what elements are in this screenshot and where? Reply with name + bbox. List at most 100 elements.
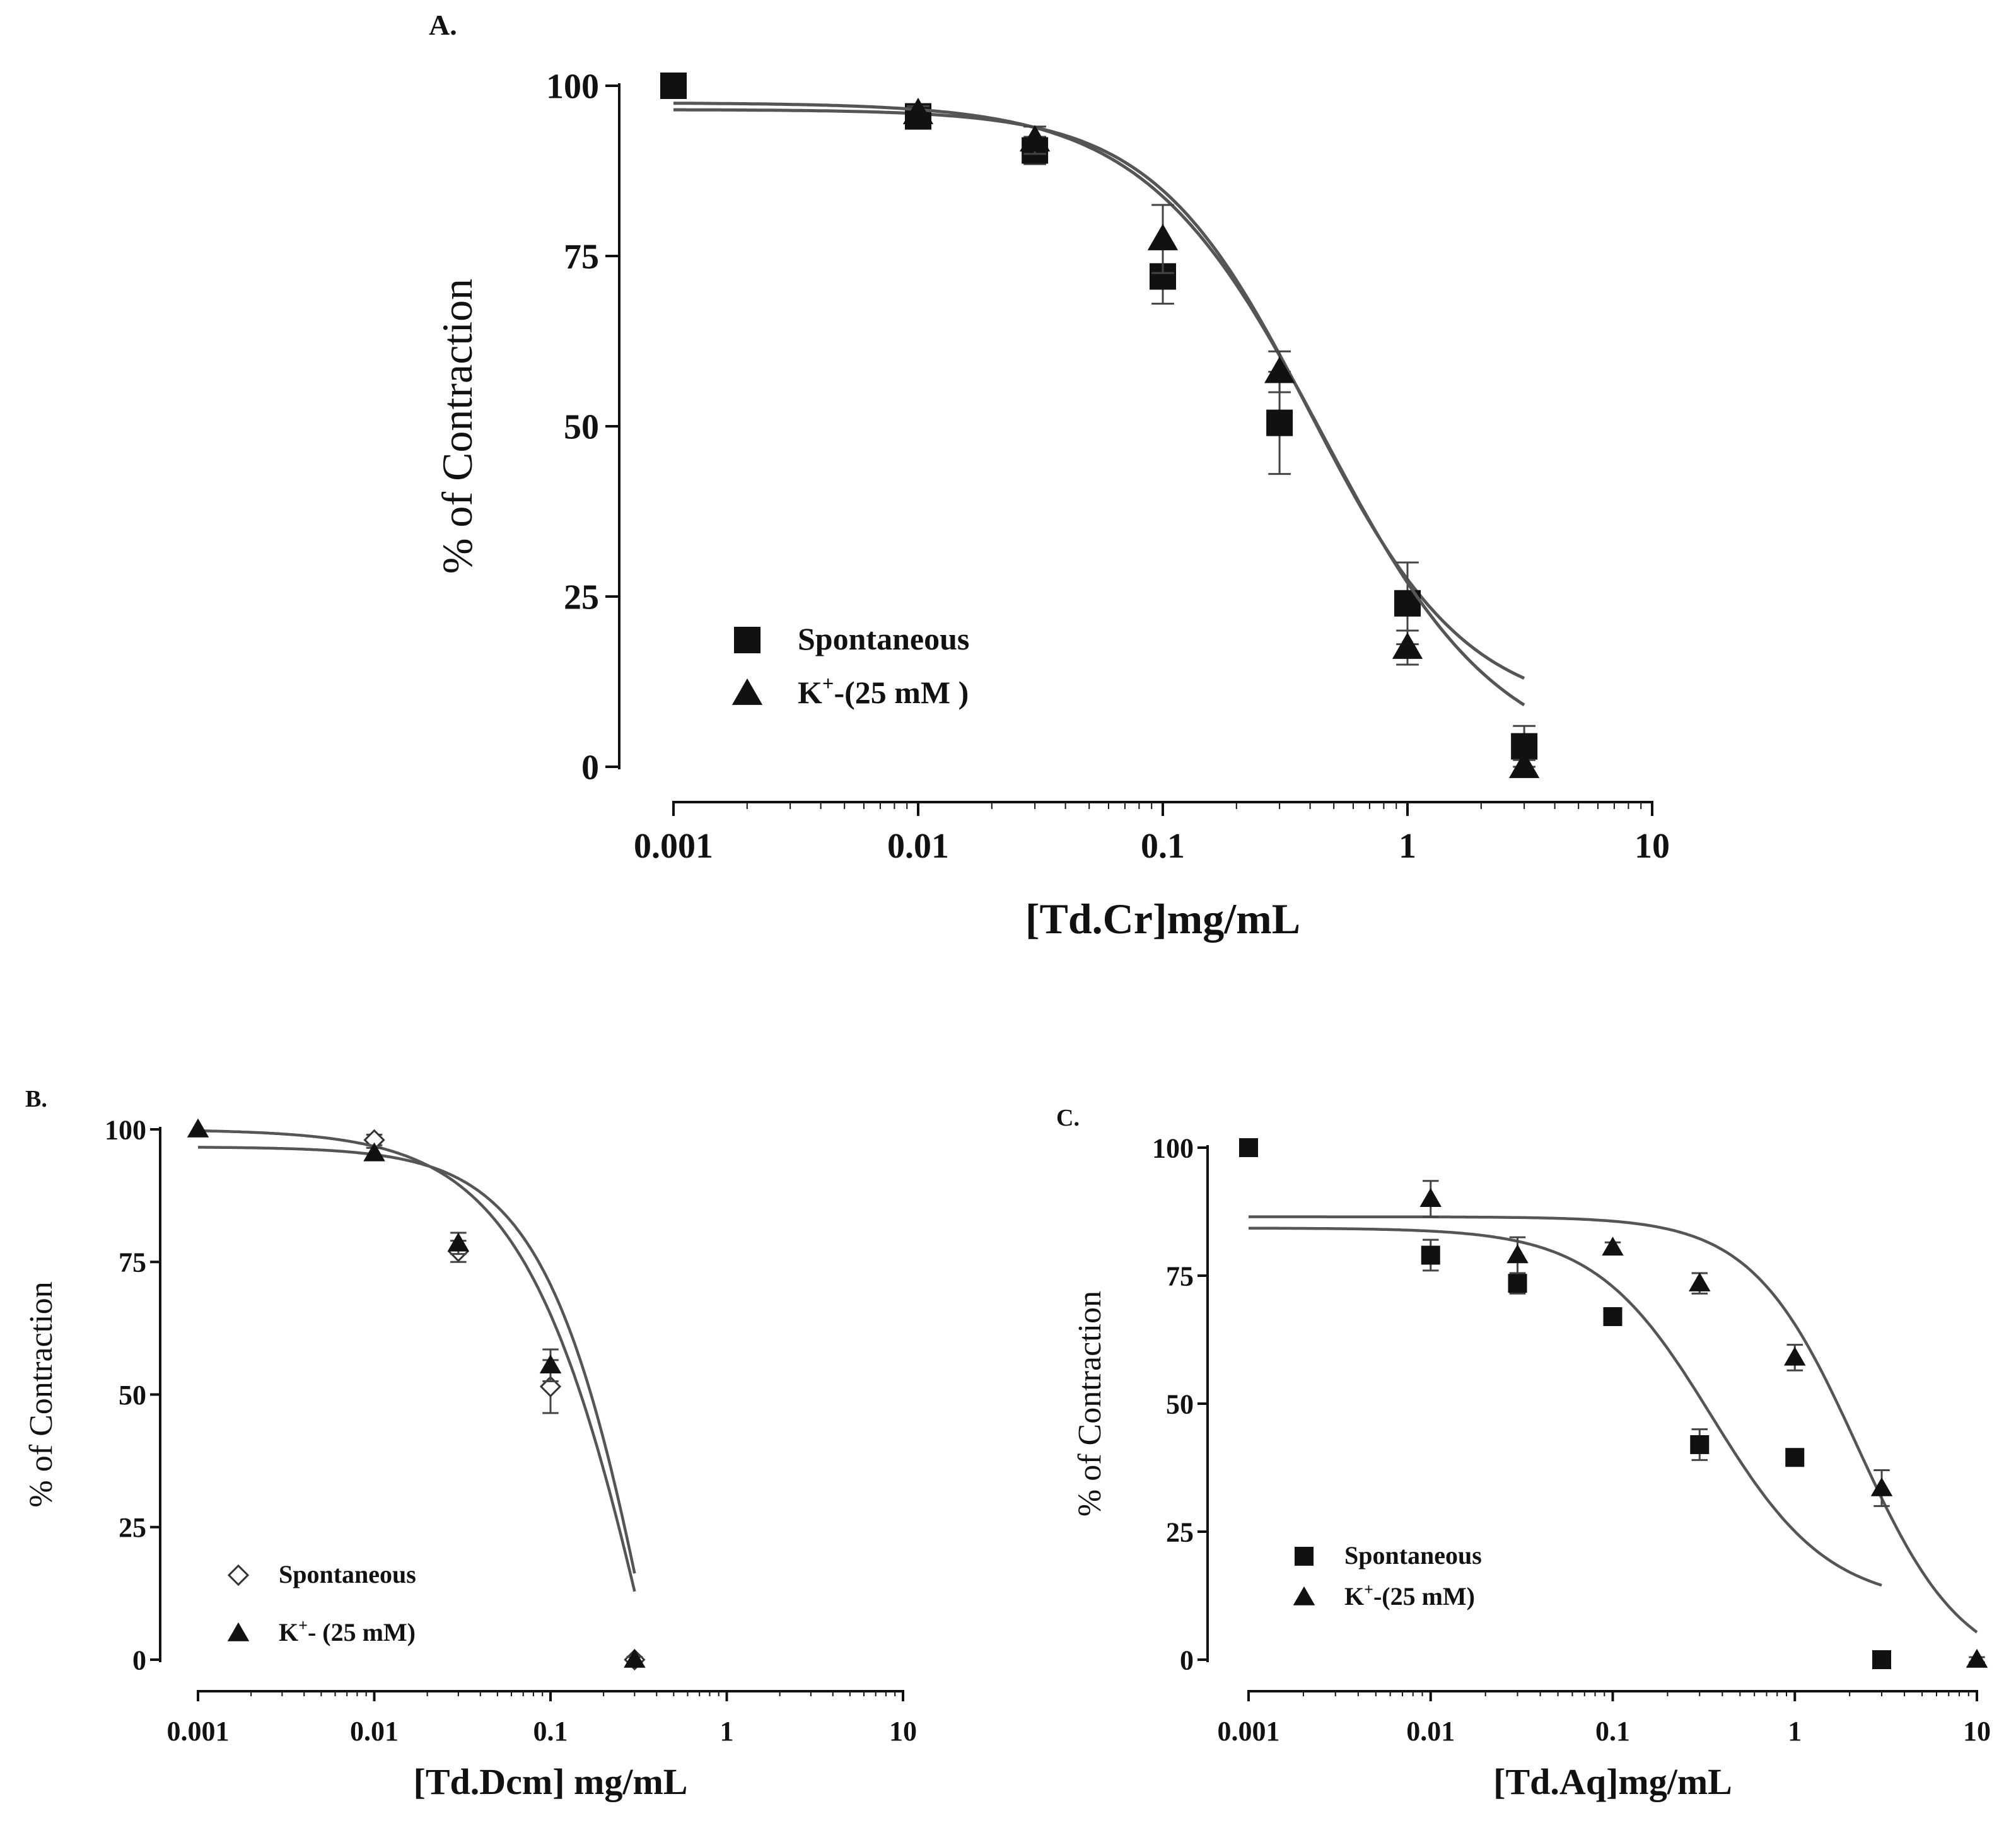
legend-marker [227, 1564, 250, 1587]
legend-label-sup: + [298, 1616, 308, 1634]
legend-marker [731, 678, 763, 705]
panel-label: C. [1056, 1105, 1080, 1131]
legend-label-sup: + [1364, 1580, 1373, 1599]
chart-panel-b: B. 0 25 50 75 100 0.001 0.01 0.1 1 10 [Td.Dcm] mg/m… [23, 1086, 917, 1802]
x-tick-label: 0.01 [887, 827, 949, 866]
data-point [187, 1118, 209, 1138]
data-point [1508, 1274, 1527, 1293]
legend-marker [734, 627, 760, 653]
x-tick-label: 10 [1634, 827, 1670, 866]
x-tick-label: 10 [889, 1716, 917, 1747]
x-tick-label: 0.001 [1218, 1716, 1280, 1747]
data-point [539, 1354, 562, 1373]
series-1 [673, 98, 1540, 778]
y-tick-label: 75 [119, 1247, 146, 1278]
y-tick-label: 25 [1166, 1517, 1194, 1547]
fit-curve [1249, 1226, 1882, 1587]
data-point [1785, 1448, 1805, 1467]
x-tick-label: 0.01 [1406, 1716, 1455, 1747]
fit-curve [198, 1129, 636, 1592]
data-point [1966, 1648, 1988, 1668]
x-tick-label: 0.1 [1141, 827, 1185, 866]
data-point [1266, 409, 1293, 436]
y-tick-label: 50 [1166, 1389, 1194, 1419]
x-axis-title: [Td.Cr]mg/mL [1025, 895, 1300, 943]
data-point [1419, 1187, 1442, 1207]
data-point [1147, 223, 1179, 250]
x-tick-label: 0.1 [1595, 1716, 1630, 1747]
legend-label: Spontaneous [279, 1560, 416, 1588]
y-tick-label: 0 [132, 1645, 146, 1675]
legend-marker [227, 1622, 250, 1641]
panel-label: B. [25, 1086, 47, 1112]
legend-label: Spontaneous [1344, 1541, 1482, 1570]
y-axis-title: % of Contraction [433, 279, 481, 574]
y-tick-label: 0 [1180, 1645, 1194, 1675]
y-axis-title: % of Contraction [1072, 1291, 1108, 1517]
data-point [1421, 1245, 1440, 1265]
y-tick-label: 25 [119, 1512, 146, 1543]
x-axis-title: [Td.Dcm] mg/mL [414, 1761, 688, 1802]
y-tick-label: 100 [1152, 1133, 1194, 1163]
fit-curve [673, 102, 1525, 707]
legend-marker [1295, 1547, 1314, 1566]
data-point [1602, 1237, 1624, 1256]
y-tick-label: 100 [105, 1114, 146, 1145]
chart-panel-c: C. 0 25 50 75 100 0.001 0.01 0.1 1 10 [Td.Aq]mg/mL%… [1056, 1105, 1991, 1802]
legend-marker [1293, 1586, 1315, 1605]
legend-label: K+-(25 mM ) [798, 673, 969, 710]
data-point [1019, 125, 1051, 152]
data-point [1870, 1477, 1893, 1496]
panel-label: A. [429, 9, 457, 41]
y-tick-label: 75 [564, 238, 599, 277]
legend: Spontaneous K+- (25 mM) [227, 1560, 416, 1646]
legend-label-rest: - (25 mM) [308, 1618, 416, 1646]
legend-label-rest: -(25 mM) [1373, 1582, 1475, 1610]
series-0 [1239, 1138, 1892, 1669]
legend-label-main: Spontaneous [1344, 1541, 1482, 1570]
fit-curve [198, 1146, 636, 1574]
y-tick-label: 50 [564, 408, 599, 447]
legend-label-main: Spontaneous [798, 621, 969, 656]
data-point [902, 98, 934, 125]
data-point [1264, 356, 1295, 383]
x-tick-label: 0.01 [350, 1716, 399, 1747]
series-1 [187, 1118, 646, 1668]
legend-label-main: K [279, 1618, 298, 1646]
series-0 [198, 1129, 646, 1671]
y-tick-label: 0 [581, 748, 599, 788]
y-tick-label: 25 [564, 578, 599, 617]
data-point [1508, 751, 1540, 778]
chart-panel-a: A. 0 25 50 75 100 0.001 0.01 0.1 1 10 [Td.Cr]mg/mL%… [429, 9, 1670, 943]
data-point [447, 1232, 470, 1252]
data-point [1506, 1244, 1529, 1264]
data-point [1872, 1650, 1892, 1669]
data-point [1690, 1435, 1710, 1454]
x-tick-label: 0.001 [167, 1716, 230, 1747]
data-point [660, 73, 687, 99]
legend-label: K+-(25 mM) [1344, 1580, 1475, 1610]
legend-label: Spontaneous [798, 621, 969, 656]
fit-curve [1249, 1215, 1978, 1634]
x-axis-title: [Td.Aq]mg/mL [1493, 1761, 1732, 1802]
data-point [363, 1142, 385, 1162]
data-point [624, 1648, 646, 1668]
x-tick-label: 1 [720, 1716, 734, 1747]
data-point [1239, 1138, 1258, 1157]
data-point [1689, 1272, 1711, 1291]
legend-label-rest: -(25 mM ) [834, 675, 969, 710]
legend-label-main: K [1344, 1582, 1364, 1610]
y-tick-label: 75 [1166, 1261, 1194, 1291]
legend: Spontaneous K+-(25 mM) [1293, 1541, 1482, 1610]
x-tick-label: 1 [1788, 1716, 1802, 1747]
x-tick-label: 10 [1963, 1716, 1991, 1747]
x-tick-label: 0.001 [634, 827, 713, 866]
data-point [1603, 1307, 1623, 1326]
data-point [1392, 632, 1423, 659]
y-tick-label: 50 [119, 1380, 146, 1411]
legend-label: K+- (25 mM) [279, 1616, 416, 1646]
x-tick-label: 1 [1399, 827, 1416, 866]
series-0 [660, 73, 1538, 768]
legend-label-main: K [798, 675, 822, 710]
